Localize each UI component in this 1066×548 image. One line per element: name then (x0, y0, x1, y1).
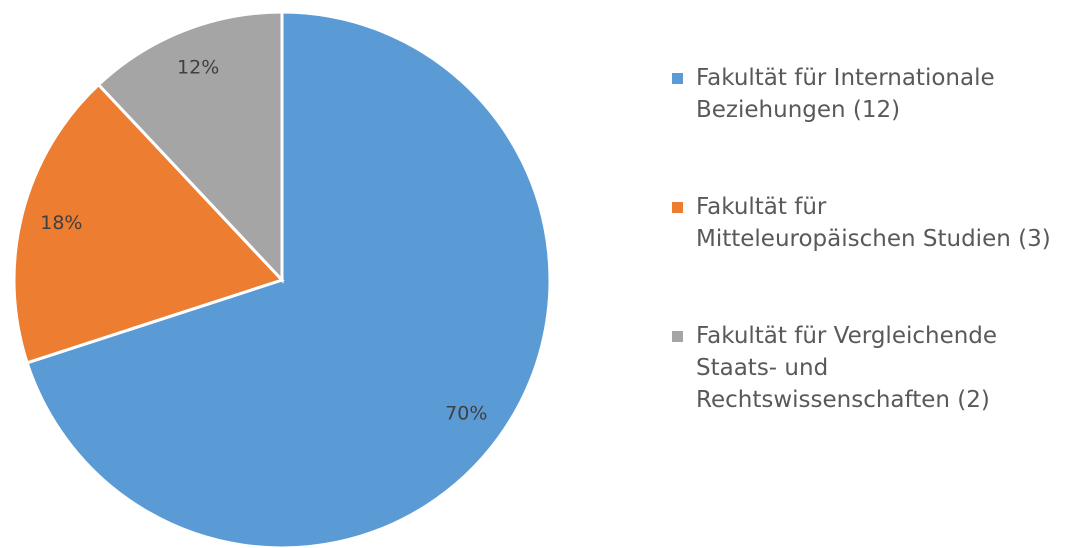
legend-label: Fakultät für Internationale Beziehungen … (696, 65, 995, 123)
legend-swatch (672, 73, 683, 84)
legend-item: Fakultät für Vergleichende Staats- und R… (672, 320, 1052, 416)
legend-swatch (672, 331, 683, 342)
pie-slice (25, 10, 552, 548)
legend-item: Fakultät für Mitteleuropäischen Studien … (672, 191, 1052, 255)
legend: Fakultät für Internationale Beziehungen … (672, 62, 1052, 481)
data-label: 12% (177, 57, 219, 79)
data-label: 70% (445, 402, 487, 424)
pie-slice (96, 10, 284, 284)
legend-item: Fakultät für Internationale Beziehungen … (672, 62, 1052, 126)
pie-area: 70% 18% 12% (12, 10, 552, 548)
legend-swatch (672, 202, 683, 213)
data-label: 18% (40, 212, 82, 234)
pie-slice (12, 82, 285, 365)
legend-label: Fakultät für Mitteleuropäischen Studien … (696, 194, 1051, 252)
legend-label: Fakultät für Vergleichende Staats- und R… (696, 323, 998, 413)
